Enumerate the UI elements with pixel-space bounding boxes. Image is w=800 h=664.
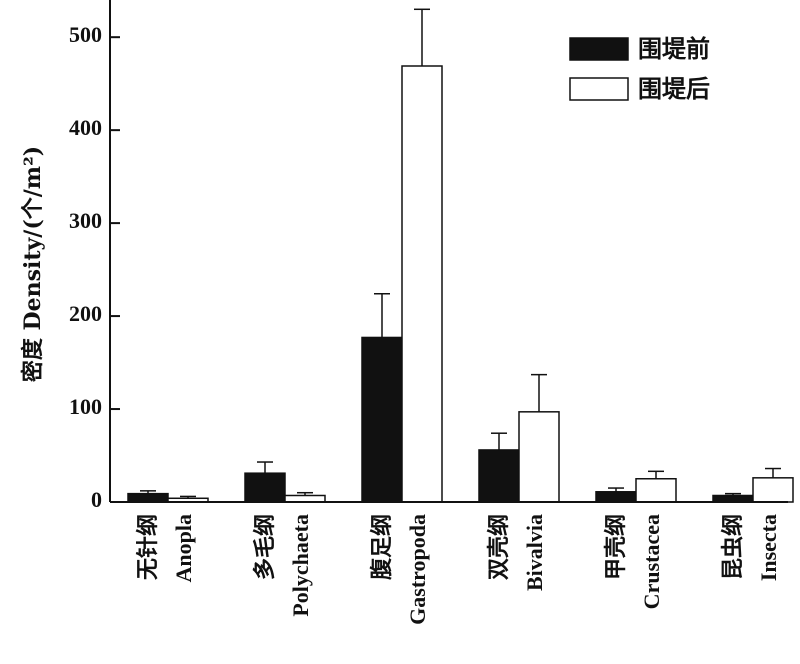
x-tick-label-en-5: Insecta [756,514,781,581]
x-tick-label-en-2: Gastropoda [405,514,430,625]
y-tick-label: 100 [69,394,102,419]
legend-swatch-1 [569,77,629,101]
bar-1-0 [244,472,286,503]
x-tick-label-en-0: Anopla [171,514,196,582]
bar-3-0 [478,449,520,503]
x-tick-label-en-4: Crustacea [639,514,664,609]
legend-swatch-0 [569,37,629,61]
y-axis-ticks: 0 100 200 300 400 500 [69,22,120,512]
y-tick-label: 500 [69,22,102,47]
y-tick-label: 200 [69,301,102,326]
bar-0-0 [127,492,169,503]
y-axis-label-group: 密度 Density/(个/m²) [20,146,46,382]
y-tick-label: 0 [91,487,102,512]
axes-layer [109,0,788,503]
y-tick-label: 300 [69,208,102,233]
bar-4-1 [635,478,677,503]
y-tick-label: 400 [69,115,102,140]
bar-5-1 [752,477,794,503]
bar-2-0 [361,336,403,503]
x-tick-label-zh-4: 甲壳纲 [603,514,628,580]
y-axis-label: 密度 Density/(个/m²) [20,146,46,382]
x-tick-label-zh-0: 无针纲 [135,514,160,580]
bar-4-0 [595,491,637,503]
x-axis-labels: 无针纲 Anopla 多毛纲 Polychaeta 腹足纲 Gastropoda 双壳纲 Bi… [135,514,781,625]
bar-2-1 [401,65,443,503]
legend-label-0: 围堤前 [638,35,710,63]
x-tick-label-en-3: Bivalvia [522,514,547,591]
x-tick-label-en-1: Polychaeta [288,514,313,617]
x-tick-label-zh-5: 昆虫纲 [720,514,745,580]
bars-layer [127,8,794,503]
x-tick-label-zh-2: 腹足纲 [369,514,394,580]
bar-3-1 [518,411,560,503]
x-tick-label-zh-3: 双壳纲 [486,514,511,580]
legend-label-1: 围堤后 [638,75,710,103]
x-tick-label-zh-1: 多毛纲 [252,514,277,580]
